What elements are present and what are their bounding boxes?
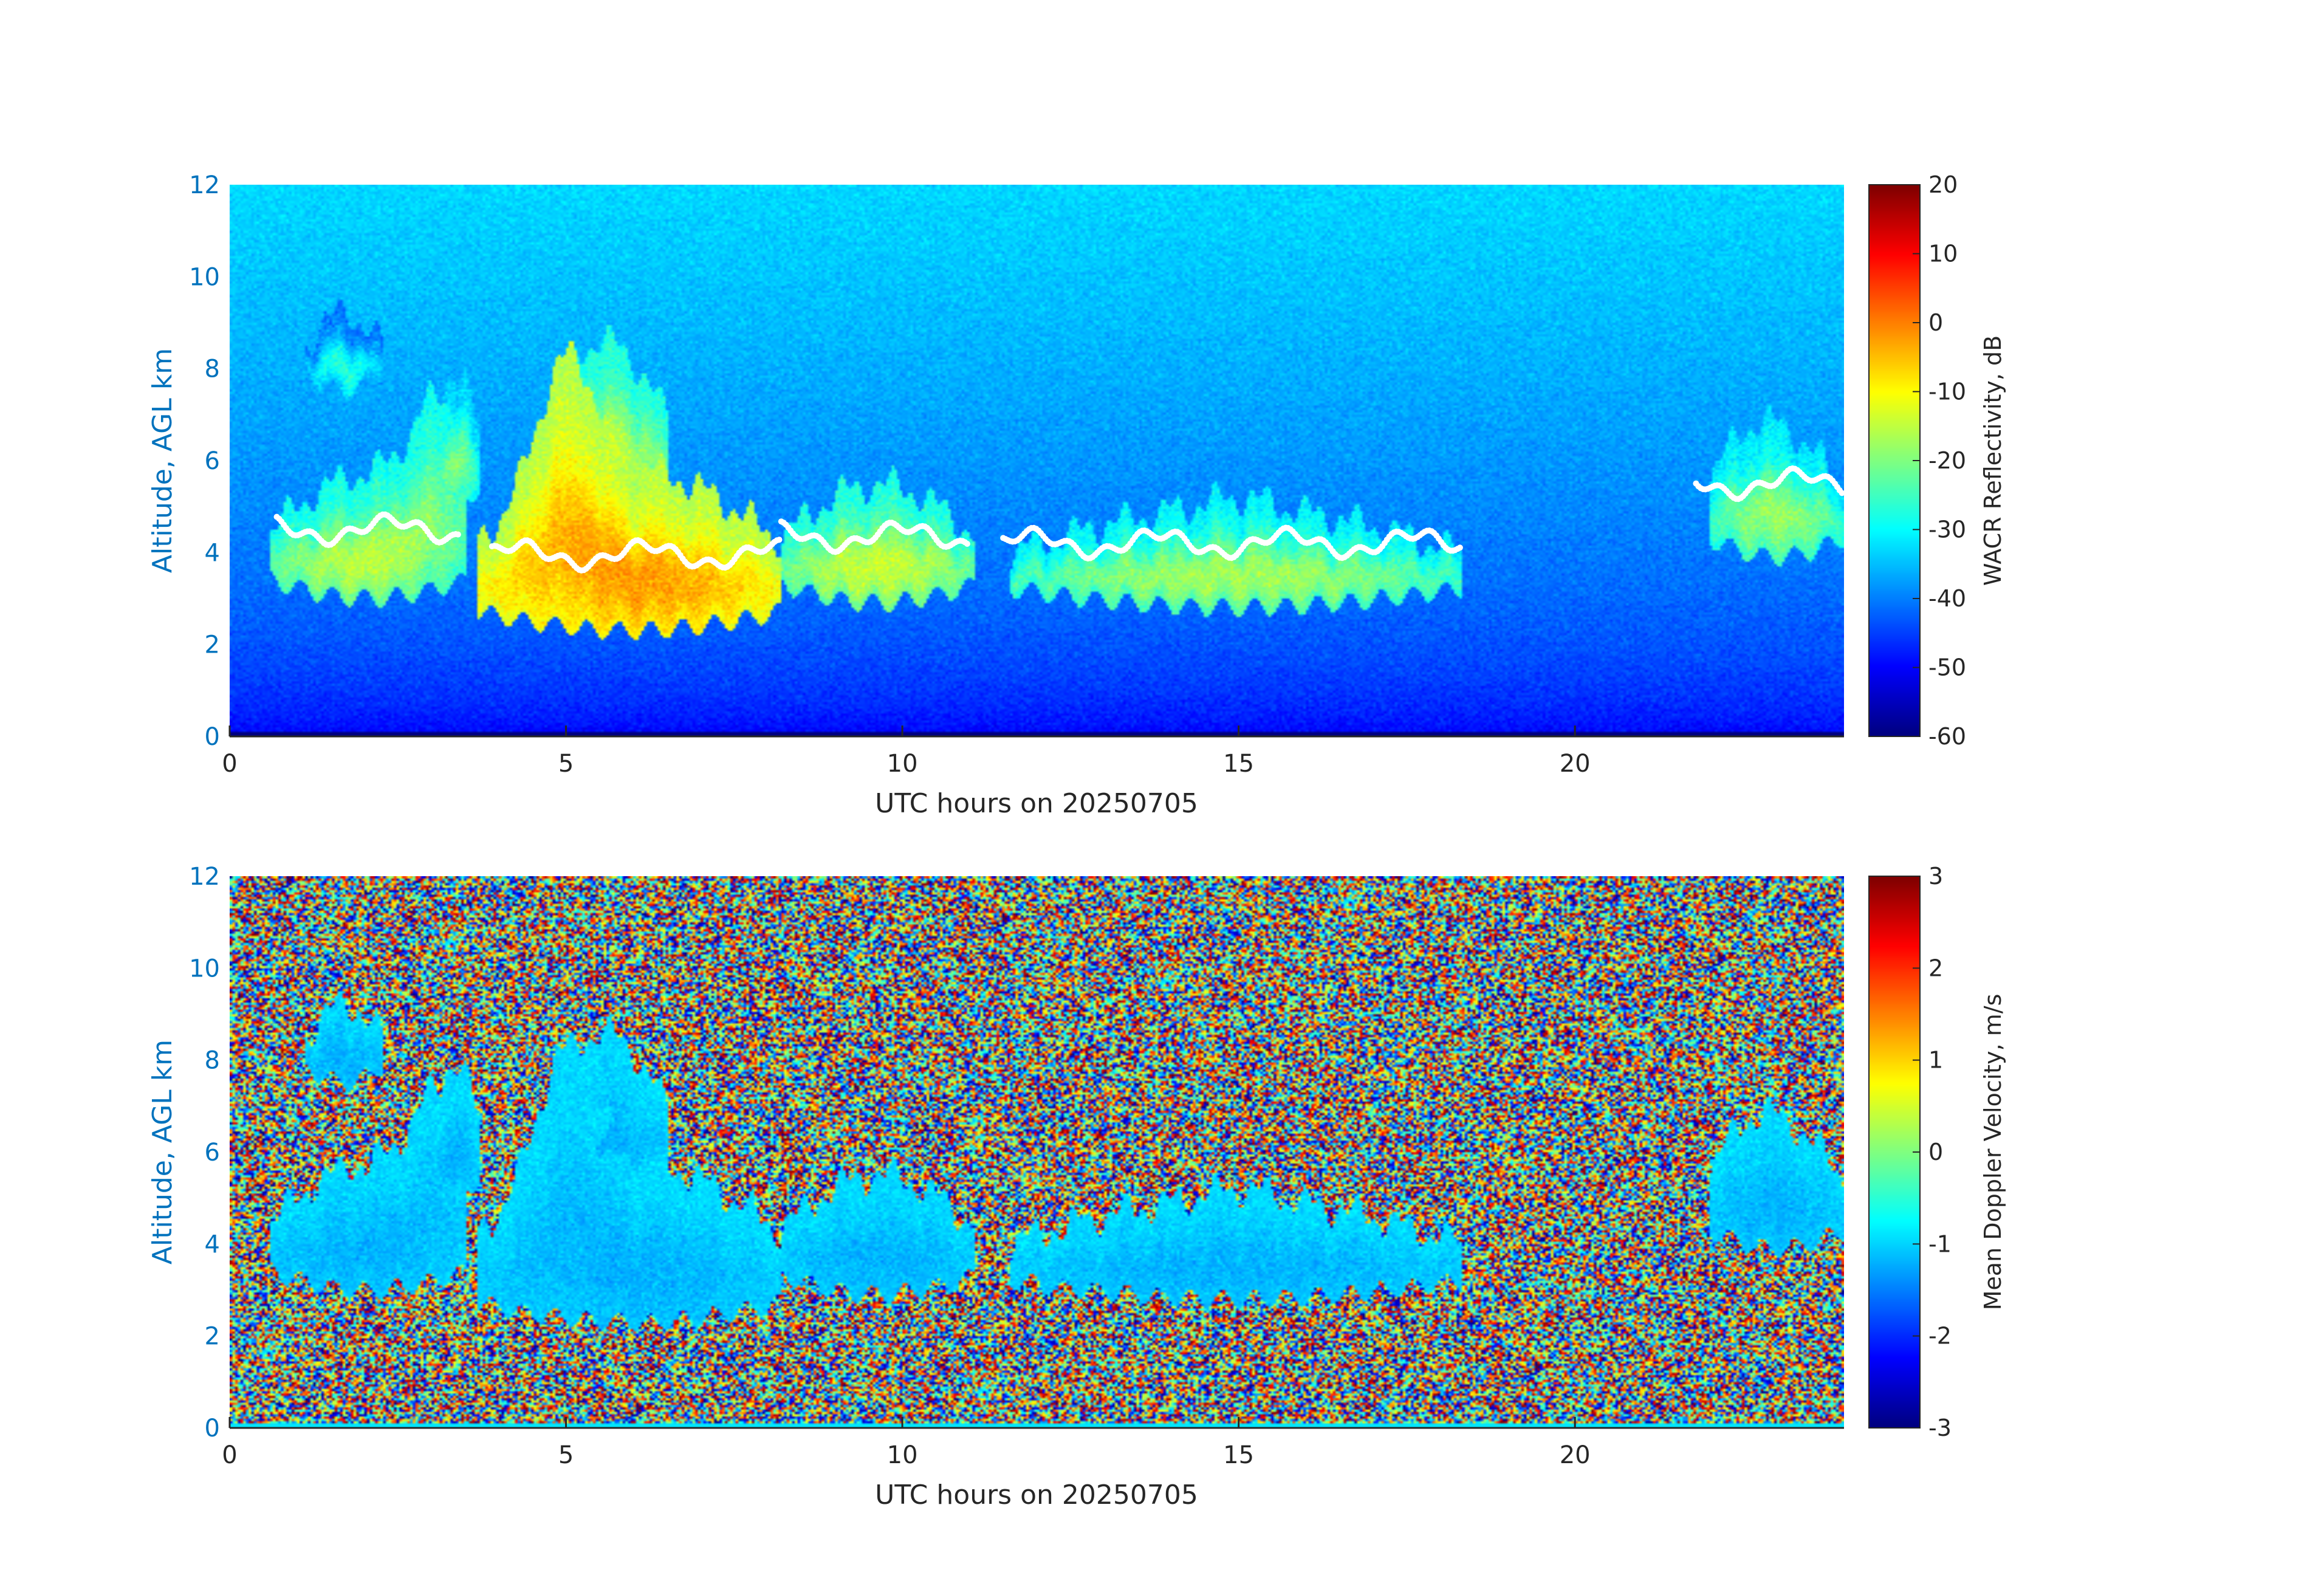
y-tick-label: 10 <box>189 955 220 983</box>
colorbar-tick-label: 2 <box>1928 955 1943 981</box>
x-tick-label: 10 <box>887 1441 918 1469</box>
ceilometer-marker <box>776 537 783 543</box>
colorbar-tick-label: 0 <box>1928 1139 1943 1165</box>
x-tick-label: 20 <box>1560 1441 1591 1469</box>
y-tick-label: 2 <box>205 1323 220 1351</box>
colorbar-tick-label: -20 <box>1928 447 1966 474</box>
x-tick-label: 15 <box>1223 750 1254 778</box>
colorbar-tick-label: -2 <box>1928 1323 1952 1350</box>
y-tick-label: 12 <box>189 171 220 199</box>
y-tick-label: 6 <box>205 447 220 475</box>
reflectivity-colorbar-ticks: 20 10 0 -10 -20 -30 -40 -50 -60 <box>1913 171 1966 750</box>
x-tick-label: 0 <box>222 750 237 778</box>
colorbar-tick-label: -1 <box>1928 1230 1952 1257</box>
colorbar-tick-label: -3 <box>1928 1415 1952 1441</box>
colorbar-tick-label: 3 <box>1928 863 1943 890</box>
reflectivity-colorbar-label: WACR Reflectivity, dB <box>1980 335 2006 586</box>
colorbar-tick-label: 10 <box>1928 241 1958 267</box>
velocity-y-ticks: 0 2 4 6 8 10 12 <box>189 863 220 1442</box>
x-tick-label: 20 <box>1560 750 1591 778</box>
colorbar-tick-label: -10 <box>1928 379 1966 405</box>
reflectivity-x-axis-label: UTC hours on 20250705 <box>875 788 1198 819</box>
y-tick-label: 12 <box>189 863 220 891</box>
colorbar-tick-label: 1 <box>1928 1047 1943 1074</box>
colorbar-tick-label: 0 <box>1928 309 1943 336</box>
velocity-heatmap <box>230 876 1844 1428</box>
colorbar-tick-label: 20 <box>1928 171 1958 198</box>
x-tick-label: 15 <box>1223 1441 1254 1469</box>
y-tick-label: 0 <box>205 723 220 751</box>
y-tick-label: 0 <box>205 1415 220 1442</box>
ceilometer-markers <box>273 465 1845 574</box>
reflectivity-panel: 0 5 10 15 20 0 2 4 6 8 10 12 UTC hours on 20250705… <box>147 171 2006 819</box>
reflectivity-heatmap-image <box>230 185 1844 736</box>
velocity-x-ticks: 0 5 10 15 20 <box>222 1417 1591 1469</box>
y-tick-label: 8 <box>205 1047 220 1075</box>
y-tick-label: 8 <box>205 355 220 383</box>
velocity-colorbar-ticks: 3 2 1 0 -1 -2 -3 <box>1913 863 1952 1441</box>
reflectivity-colorbar: 20 10 0 -10 -20 -30 -40 -50 -60 WACR Reflectivit… <box>1868 171 2006 750</box>
ceilometer-marker <box>964 541 970 547</box>
reflectivity-colorbar-gradient <box>1869 185 1920 736</box>
y-tick-label: 2 <box>205 631 220 659</box>
velocity-colorbar-label: Mean Doppler Velocity, m/s <box>1980 994 2006 1311</box>
reflectivity-x-ticks: 0 5 10 15 20 <box>222 725 1591 778</box>
y-tick-label: 4 <box>205 1230 220 1258</box>
colorbar-tick-label: -50 <box>1928 654 1966 681</box>
ceilometer-marker <box>1456 544 1463 551</box>
colorbar-tick-label: -60 <box>1928 723 1966 750</box>
reflectivity-y-ticks: 0 2 4 6 8 10 12 <box>189 171 220 751</box>
reflectivity-heatmap <box>230 185 1844 736</box>
y-tick-label: 4 <box>205 539 220 567</box>
velocity-y-axis-label: Altitude, AGL km <box>147 1040 178 1264</box>
x-tick-label: 10 <box>887 750 918 778</box>
velocity-heatmap-image <box>230 876 1844 1428</box>
colorbar-tick-label: -30 <box>1928 516 1966 543</box>
velocity-x-axis-label: UTC hours on 20250705 <box>875 1480 1198 1511</box>
x-tick-label: 5 <box>558 1441 574 1469</box>
velocity-colorbar-gradient <box>1869 876 1920 1428</box>
ceilometer-marker <box>1839 490 1845 496</box>
velocity-colorbar: 3 2 1 0 -1 -2 -3 Mean Doppler Velocity, m/s <box>1868 863 2006 1441</box>
x-tick-label: 0 <box>222 1441 237 1469</box>
y-tick-label: 6 <box>205 1139 220 1167</box>
reflectivity-y-axis-label: Altitude, AGL km <box>147 348 178 573</box>
ceilometer-marker <box>454 531 461 538</box>
y-tick-label: 10 <box>189 263 220 291</box>
x-tick-label: 5 <box>558 750 574 778</box>
colorbar-tick-label: -40 <box>1928 585 1966 612</box>
